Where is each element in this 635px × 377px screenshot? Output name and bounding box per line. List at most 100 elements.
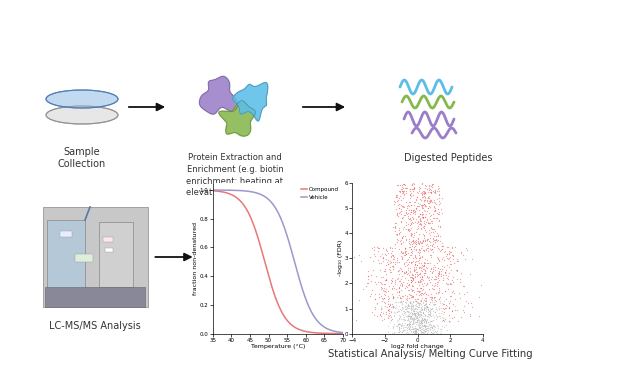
Point bbox=[351, 317, 361, 323]
Point bbox=[401, 199, 411, 205]
Point bbox=[412, 273, 422, 279]
Point bbox=[409, 184, 419, 190]
Point bbox=[390, 261, 400, 267]
Point bbox=[431, 238, 441, 244]
Point bbox=[418, 263, 428, 269]
Point bbox=[410, 305, 420, 311]
Point bbox=[418, 188, 428, 194]
Point bbox=[411, 299, 422, 305]
Point bbox=[398, 328, 408, 334]
Point bbox=[398, 235, 408, 241]
Point bbox=[417, 319, 427, 325]
Point bbox=[395, 299, 405, 305]
Point bbox=[377, 261, 387, 267]
Point bbox=[423, 292, 433, 298]
Point bbox=[429, 323, 439, 329]
Point bbox=[408, 288, 418, 294]
Point bbox=[394, 303, 404, 309]
Point bbox=[394, 246, 404, 252]
Point bbox=[417, 311, 427, 317]
Point bbox=[379, 295, 389, 301]
Point bbox=[382, 314, 392, 320]
Point bbox=[407, 310, 417, 316]
Point bbox=[420, 197, 431, 203]
Point bbox=[367, 287, 377, 293]
Point bbox=[403, 301, 413, 307]
Point bbox=[408, 311, 418, 317]
Point bbox=[393, 276, 403, 282]
Point bbox=[447, 315, 457, 321]
Point bbox=[422, 245, 432, 251]
Point bbox=[441, 322, 451, 328]
Point bbox=[420, 261, 430, 267]
Point bbox=[391, 279, 401, 285]
Point bbox=[387, 252, 397, 258]
Point bbox=[417, 274, 427, 280]
Point bbox=[411, 189, 422, 195]
Point bbox=[388, 305, 398, 311]
Point bbox=[372, 314, 382, 320]
Point bbox=[405, 265, 415, 271]
Point bbox=[399, 260, 409, 266]
Point bbox=[401, 304, 411, 310]
Point bbox=[418, 310, 428, 316]
Point bbox=[379, 316, 389, 322]
Point bbox=[420, 313, 431, 319]
Point bbox=[414, 240, 424, 246]
Point bbox=[410, 315, 420, 321]
Point bbox=[445, 298, 455, 304]
Point bbox=[391, 220, 401, 226]
Point bbox=[425, 235, 435, 241]
Point bbox=[401, 303, 411, 309]
Point bbox=[406, 275, 417, 281]
Point bbox=[413, 288, 424, 294]
Point bbox=[458, 291, 469, 297]
Point bbox=[403, 325, 413, 331]
Point bbox=[406, 221, 416, 227]
Point bbox=[401, 326, 411, 333]
Point bbox=[427, 325, 437, 331]
Point bbox=[415, 211, 425, 217]
Point bbox=[411, 326, 421, 333]
Point bbox=[400, 292, 410, 298]
Point bbox=[396, 276, 406, 282]
Point bbox=[419, 270, 429, 276]
Point bbox=[425, 318, 435, 324]
Point bbox=[420, 306, 431, 312]
Point bbox=[430, 328, 440, 334]
Point bbox=[444, 248, 455, 254]
Point bbox=[396, 299, 406, 305]
Point bbox=[427, 324, 437, 330]
Point bbox=[404, 244, 415, 250]
Point bbox=[417, 287, 427, 293]
Point bbox=[413, 203, 423, 209]
Point bbox=[429, 299, 439, 305]
Point bbox=[354, 297, 364, 303]
Point bbox=[390, 220, 400, 226]
Point bbox=[402, 320, 412, 326]
Point bbox=[408, 307, 418, 313]
Point bbox=[417, 306, 427, 312]
Point bbox=[428, 322, 438, 328]
Point bbox=[394, 324, 404, 330]
Point bbox=[392, 254, 402, 261]
Point bbox=[414, 292, 424, 298]
Point bbox=[467, 256, 477, 262]
Point bbox=[406, 328, 416, 334]
Point bbox=[408, 220, 418, 226]
Point bbox=[406, 279, 417, 285]
Point bbox=[417, 315, 427, 321]
Point bbox=[416, 290, 426, 296]
Point bbox=[401, 330, 411, 336]
Point bbox=[425, 242, 436, 248]
Point bbox=[395, 321, 405, 327]
Point bbox=[422, 238, 432, 244]
Point bbox=[428, 230, 438, 236]
Point bbox=[382, 315, 392, 321]
Point bbox=[411, 285, 422, 291]
Point bbox=[417, 309, 427, 315]
Point bbox=[426, 218, 436, 224]
Point bbox=[406, 303, 416, 309]
Point bbox=[408, 305, 418, 311]
Point bbox=[385, 317, 396, 323]
